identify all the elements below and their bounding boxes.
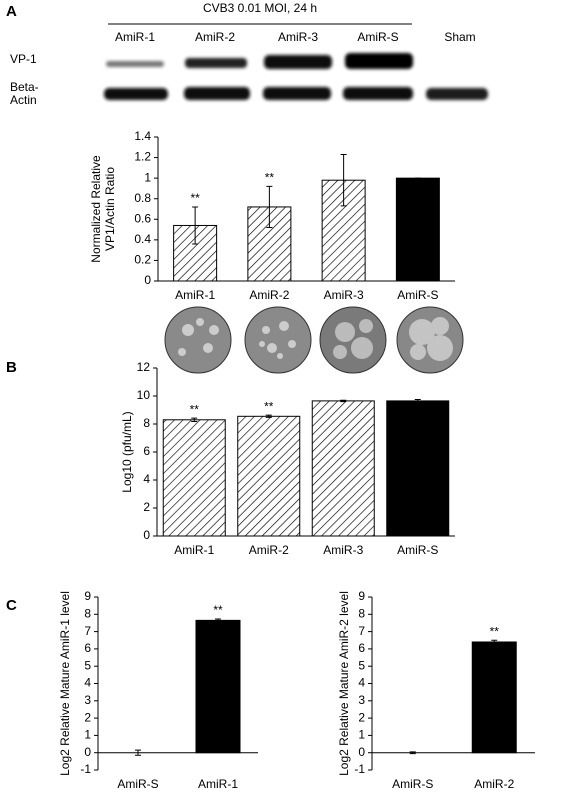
bar: [162, 419, 226, 537]
bar: [311, 400, 375, 537]
row-label: VP-1: [10, 52, 37, 66]
error-bar: [491, 639, 498, 645]
error-bar: [135, 749, 141, 756]
bar-label: **: [190, 402, 200, 416]
y-tick-label: 0: [144, 273, 151, 287]
y-tick-label: -1: [354, 762, 365, 776]
lane-label: AmiR-S: [357, 30, 398, 44]
y-tick-label: 8: [143, 416, 150, 430]
lane-label: AmiR-3: [278, 30, 318, 44]
y-tick-label: 12: [137, 360, 151, 374]
error-bar: [409, 751, 416, 755]
y-tick-label: 10: [137, 388, 151, 402]
y-axis-label: VP1/Actin Ratio: [103, 167, 117, 251]
y-tick-label: 5: [358, 658, 365, 672]
y-axis-label: Log2 Relative Mature AmiR-2 level: [337, 591, 351, 776]
y-tick-label: 3: [358, 693, 365, 707]
y-tick-label: 9: [84, 589, 91, 603]
x-tick-label: AmiR-S: [117, 777, 158, 791]
x-tick-label: AmiR-S: [392, 777, 433, 791]
y-tick-label: 1: [84, 728, 91, 742]
y-tick-label: 1: [358, 728, 365, 742]
panel-label: C: [6, 597, 17, 614]
y-tick-label: 7: [358, 624, 365, 638]
y-tick-label: 1.4: [134, 129, 151, 143]
y-tick-label: 0.6: [134, 211, 151, 225]
x-tick-label: AmiR-2: [474, 777, 514, 791]
x-tick-label: AmiR-3: [323, 543, 363, 557]
bar-label: **: [490, 624, 500, 638]
lane-label: Sham: [444, 30, 475, 44]
error-bar: [191, 417, 198, 422]
y-tick-label: 0: [358, 745, 365, 759]
y-tick-label: 6: [143, 444, 150, 458]
bar-label: **: [265, 171, 275, 185]
y-tick-label: 2: [84, 710, 91, 724]
bar-label: **: [190, 191, 200, 205]
bar: [237, 415, 301, 537]
y-tick-label: 4: [143, 472, 150, 486]
bar: [386, 400, 450, 537]
y-tick-label: 0.8: [134, 191, 151, 205]
x-tick-label: AmiR-3: [324, 288, 364, 302]
panel-label: A: [6, 3, 17, 20]
western-blot: [104, 53, 488, 100]
y-tick-label: -1: [80, 762, 91, 776]
panel-label: B: [6, 359, 17, 376]
bar: [471, 641, 517, 754]
y-tick-label: 0: [143, 528, 150, 542]
y-tick-label: 1: [144, 170, 151, 184]
bar-label: **: [213, 603, 223, 617]
y-tick-label: 3: [84, 693, 91, 707]
x-tick-label: AmiR-2: [249, 543, 289, 557]
lane-label: AmiR-2: [195, 30, 235, 44]
y-axis-label: Log10 (pfu/mL): [120, 411, 134, 492]
plaque-images: [164, 306, 464, 374]
y-tick-label: 9: [358, 589, 365, 603]
x-tick-label: AmiR-S: [397, 288, 438, 302]
lane-label: AmiR-1: [115, 30, 155, 44]
y-tick-label: 4: [84, 676, 91, 690]
y-tick-label: 0.2: [134, 253, 151, 267]
error-bar: [414, 399, 421, 403]
y-tick-label: 2: [358, 710, 365, 724]
y-tick-label: 0: [84, 745, 91, 759]
error-bar: [215, 618, 221, 623]
x-tick-label: AmiR-1: [198, 777, 238, 791]
row-label: Actin: [10, 93, 37, 107]
y-tick-label: 6: [358, 641, 365, 655]
y-tick-label: 2: [143, 500, 150, 514]
row-label: Beta-: [10, 80, 39, 94]
error-bar: [340, 153, 347, 207]
error-bar: [340, 399, 347, 403]
x-tick-label: AmiR-S: [397, 543, 438, 557]
y-axis-label: Log2 Relative Mature AmiR-1 level: [58, 591, 72, 776]
error-bar: [265, 414, 272, 418]
bar-label: **: [264, 399, 274, 413]
x-tick-label: AmiR-1: [175, 288, 215, 302]
y-tick-label: 6: [84, 641, 91, 655]
y-tick-label: 7: [84, 624, 91, 638]
x-tick-label: AmiR-1: [174, 543, 214, 557]
bar: [395, 177, 440, 282]
y-tick-label: 1.2: [134, 150, 151, 164]
y-tick-label: 5: [84, 658, 91, 672]
y-tick-label: 0.4: [134, 232, 151, 246]
y-tick-label: 8: [358, 606, 365, 620]
y-axis-label: Normalized Relative: [89, 155, 103, 263]
bar: [195, 619, 241, 754]
blot-condition: CVB3 0.01 MOI, 24 h: [203, 1, 317, 15]
error-bar: [192, 206, 199, 245]
y-tick-label: 8: [84, 606, 91, 620]
x-tick-label: AmiR-2: [249, 288, 289, 302]
error-bar: [266, 185, 273, 229]
y-tick-label: 4: [358, 676, 365, 690]
